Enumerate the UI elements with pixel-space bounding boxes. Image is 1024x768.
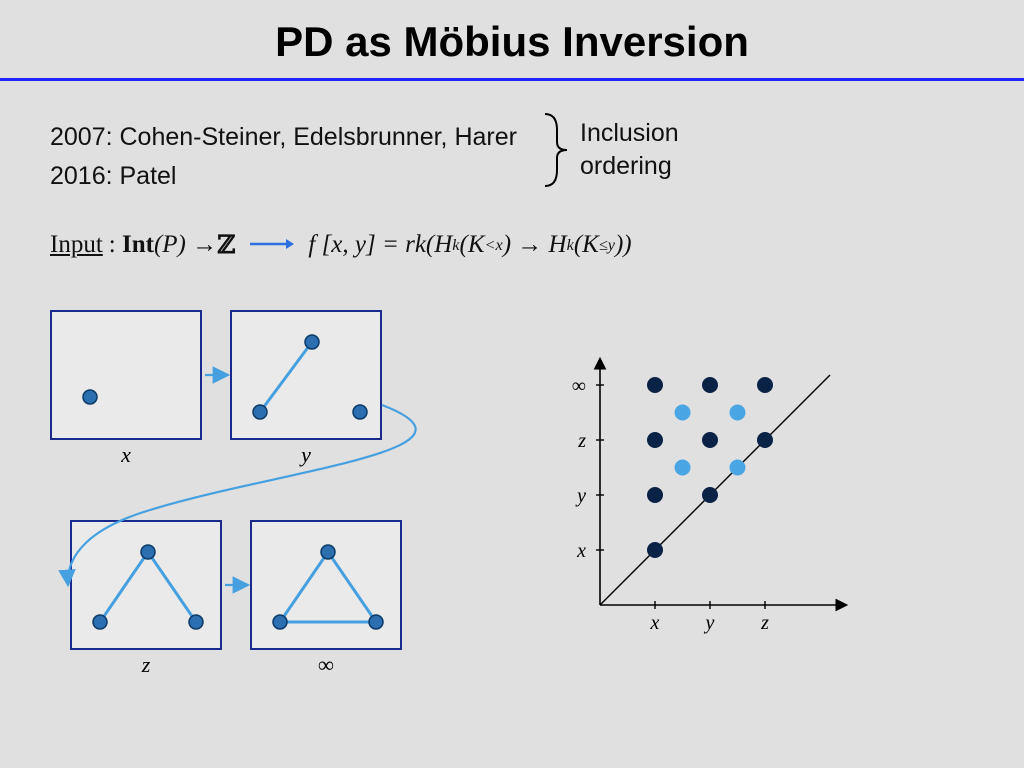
incl-line1: Inclusion (580, 117, 679, 150)
persistence-diagram: x y z x y z ∞ (545, 330, 885, 660)
rhs-k1: k (452, 236, 459, 255)
rhs-mid3: (K (574, 231, 599, 259)
box-z (70, 520, 222, 650)
box-y (230, 310, 382, 440)
box-label-y: y (230, 442, 382, 468)
box-label-x: x (50, 442, 202, 468)
inclusion-ordering: Inclusion ordering (580, 117, 679, 182)
rhs-end: )) (615, 231, 632, 259)
svg-text:y: y (704, 612, 715, 634)
rhs-sub2: ≤y (599, 236, 615, 255)
colon: : (109, 231, 122, 259)
z-symbol: ℤ (217, 230, 234, 260)
int-symbol: Int (122, 231, 154, 259)
brace (535, 110, 575, 190)
input-label: Input (50, 231, 103, 259)
ref-2016: 2016: Patel (50, 157, 517, 196)
int-domain: (P) → (154, 231, 217, 259)
rhs-mid1: (K (460, 231, 485, 259)
svg-text:x: x (576, 540, 586, 562)
input-formula: Input : Int (P) → ℤ f [x, y] = rk(H k (K… (50, 230, 632, 260)
implies-arrow (248, 231, 294, 259)
box-label-z: z (70, 652, 222, 678)
incl-line2: ordering (580, 150, 679, 183)
svg-text:z: z (577, 430, 586, 452)
rhs-k2: k (567, 236, 574, 255)
rhs-mid2: ) → H (503, 231, 567, 259)
box-label-inf: ∞ (250, 652, 402, 678)
svg-text:x: x (650, 612, 660, 634)
svg-text:z: z (760, 612, 769, 634)
svg-text:∞: ∞ (572, 375, 586, 397)
slide-title: PD as Möbius Inversion (0, 18, 1024, 66)
rhs-f: f [x, y] = rk(H (308, 231, 452, 259)
svg-text:y: y (575, 485, 586, 507)
rhs-sub1: <x (485, 236, 503, 255)
references: 2007: Cohen-Steiner, Edelsbrunner, Harer… (50, 118, 517, 196)
box-x (50, 310, 202, 440)
title-rule (0, 78, 1024, 81)
box-inf (250, 520, 402, 650)
ref-2007: 2007: Cohen-Steiner, Edelsbrunner, Harer (50, 118, 517, 157)
